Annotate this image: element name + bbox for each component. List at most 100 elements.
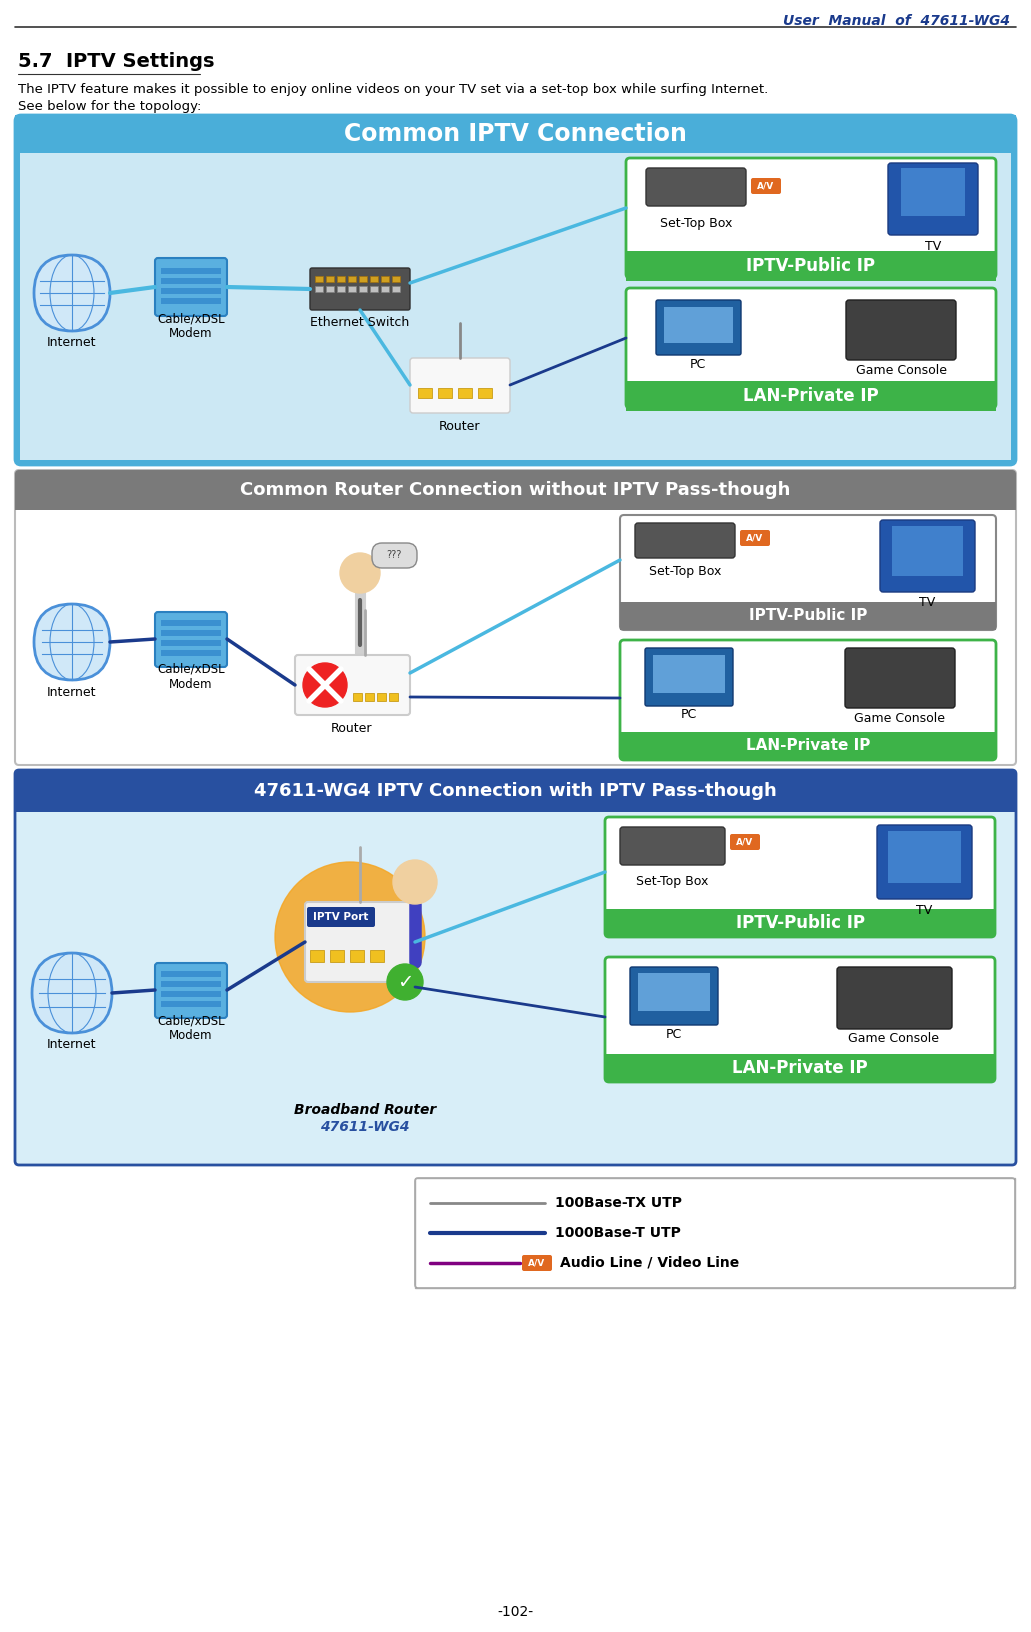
Text: Set-Top Box: Set-Top Box (636, 875, 708, 888)
FancyBboxPatch shape (605, 956, 995, 1082)
Text: Router: Router (439, 419, 480, 432)
Text: LAN-Private IP: LAN-Private IP (743, 387, 878, 405)
FancyBboxPatch shape (620, 640, 996, 761)
FancyBboxPatch shape (415, 1178, 1015, 1288)
FancyBboxPatch shape (15, 770, 1016, 813)
Bar (315, 286, 323, 292)
Text: Game Console: Game Console (856, 364, 946, 377)
Bar (478, 388, 492, 398)
Text: PC: PC (690, 359, 706, 372)
Bar (326, 286, 334, 292)
Text: Cable/xDSL
Modem: Cable/xDSL Modem (157, 1013, 225, 1041)
Text: Common Router Connection without IPTV Pass-though: Common Router Connection without IPTV Pa… (240, 481, 791, 499)
Text: 5.7  IPTV Settings: 5.7 IPTV Settings (18, 52, 214, 72)
Bar (892, 526, 963, 576)
Bar (161, 640, 221, 646)
FancyBboxPatch shape (15, 470, 1016, 765)
FancyBboxPatch shape (522, 1255, 552, 1271)
FancyBboxPatch shape (740, 530, 770, 547)
Bar (370, 950, 384, 961)
FancyBboxPatch shape (877, 826, 972, 899)
FancyBboxPatch shape (34, 604, 110, 681)
Circle shape (393, 860, 437, 904)
Bar (348, 286, 356, 292)
Text: Internet: Internet (47, 336, 97, 349)
FancyBboxPatch shape (630, 968, 718, 1025)
Text: IPTV-Public IP: IPTV-Public IP (735, 914, 865, 932)
Bar (415, 1178, 1015, 1288)
Bar (438, 388, 452, 398)
Text: Internet: Internet (47, 685, 97, 698)
Bar (161, 1000, 221, 1007)
Bar (359, 286, 367, 292)
Bar (161, 620, 221, 627)
FancyBboxPatch shape (635, 522, 735, 558)
Text: LAN-Private IP: LAN-Private IP (745, 739, 870, 754)
FancyBboxPatch shape (155, 963, 227, 1018)
Text: TV: TV (925, 240, 941, 253)
Text: IPTV-Public IP: IPTV-Public IP (746, 256, 875, 276)
FancyBboxPatch shape (305, 902, 415, 982)
Text: Cable/xDSL
Modem: Cable/xDSL Modem (157, 312, 225, 339)
Text: ???: ??? (387, 550, 402, 560)
Bar (365, 694, 374, 702)
Bar (458, 388, 472, 398)
FancyBboxPatch shape (626, 287, 996, 408)
Text: See below for the topology:: See below for the topology: (18, 100, 201, 113)
Text: Router: Router (331, 721, 373, 734)
Bar (353, 694, 362, 702)
FancyBboxPatch shape (626, 158, 996, 277)
Bar (389, 694, 398, 702)
FancyBboxPatch shape (646, 168, 746, 206)
Text: LAN-Private IP: LAN-Private IP (732, 1059, 868, 1077)
Circle shape (340, 553, 380, 592)
Circle shape (275, 862, 425, 1012)
Text: 100Base-TX UTP: 100Base-TX UTP (555, 1196, 681, 1209)
FancyBboxPatch shape (372, 543, 417, 568)
Bar (370, 276, 378, 282)
FancyBboxPatch shape (845, 648, 955, 708)
Text: User  Manual  of  47611-WG4: User Manual of 47611-WG4 (783, 15, 1010, 28)
FancyBboxPatch shape (34, 255, 110, 331)
Bar (888, 831, 961, 883)
Bar (15, 490, 1016, 509)
FancyBboxPatch shape (656, 300, 741, 356)
Text: A/V: A/V (758, 181, 774, 191)
Bar (15, 792, 1016, 813)
FancyBboxPatch shape (15, 114, 1016, 465)
Text: A/V: A/V (528, 1258, 545, 1268)
FancyBboxPatch shape (620, 516, 996, 630)
FancyBboxPatch shape (410, 357, 510, 413)
Text: TV: TV (919, 597, 935, 609)
Bar (653, 654, 725, 694)
Bar (330, 950, 344, 961)
Bar (326, 276, 334, 282)
Text: Set-Top Box: Set-Top Box (648, 566, 722, 578)
Bar (381, 286, 389, 292)
FancyBboxPatch shape (888, 163, 978, 235)
Bar (337, 286, 345, 292)
FancyBboxPatch shape (620, 827, 725, 865)
Text: ✓: ✓ (397, 973, 413, 992)
Bar (605, 909, 995, 937)
Bar (638, 973, 710, 1010)
Bar (664, 307, 733, 343)
Bar (161, 299, 221, 304)
Text: 1000Base-T UTP: 1000Base-T UTP (555, 1226, 680, 1240)
Bar (161, 277, 221, 284)
Bar (315, 276, 323, 282)
FancyBboxPatch shape (15, 770, 1016, 1165)
Text: A/V: A/V (736, 837, 754, 847)
FancyBboxPatch shape (155, 258, 227, 317)
Bar (161, 971, 221, 978)
Text: Game Console: Game Console (849, 1033, 939, 1046)
Text: PC: PC (666, 1028, 683, 1041)
FancyBboxPatch shape (155, 612, 227, 667)
Text: -102-: -102- (497, 1604, 533, 1619)
Text: Cable/xDSL
Modem: Cable/xDSL Modem (157, 663, 225, 690)
Text: Set-Top Box: Set-Top Box (660, 217, 732, 230)
Text: PC: PC (680, 708, 697, 721)
Bar (161, 650, 221, 656)
Bar (350, 950, 364, 961)
Text: IPTV-Public IP: IPTV-Public IP (749, 609, 867, 623)
